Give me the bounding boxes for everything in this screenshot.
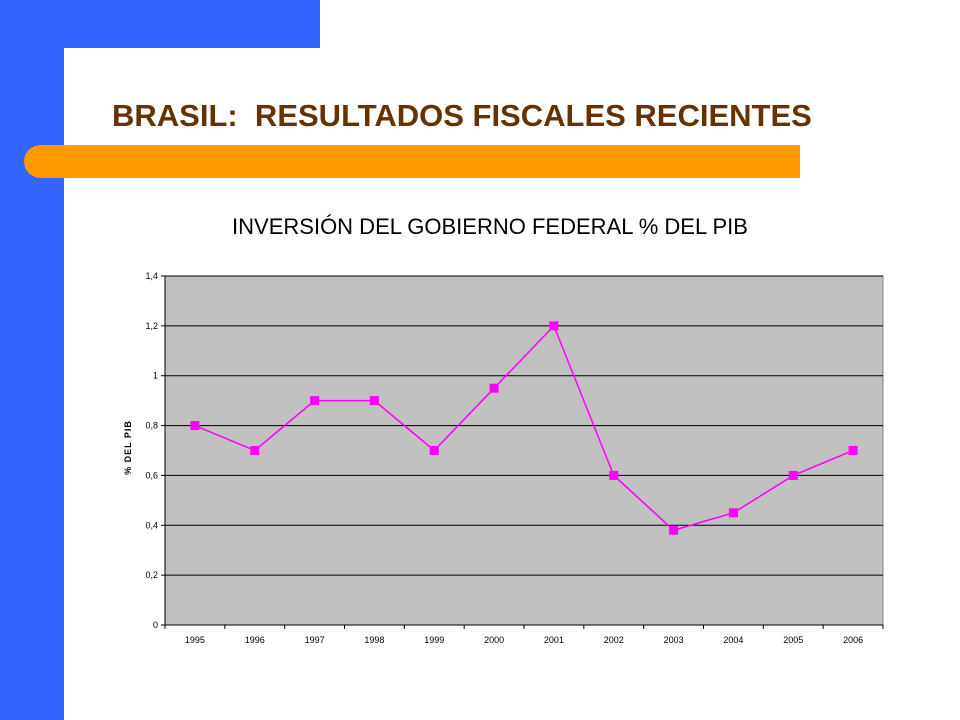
x-axis: 1995 1996 1997 1998 1999 2000 2001 2002 2003 2004… xyxy=(164,624,884,645)
left-accent-bar xyxy=(0,0,64,720)
x-tick-label: 2002 xyxy=(604,635,624,645)
title-underline-bar xyxy=(24,145,800,178)
y-axis: 0 0,2 0,4 0,6 0,8 1 1,2 1,4 xyxy=(145,271,166,630)
data-point xyxy=(190,421,200,431)
data-point xyxy=(549,321,559,331)
y-tick-label: 0,8 xyxy=(145,421,158,431)
series-group xyxy=(190,321,858,535)
top-accent-bar xyxy=(0,0,320,48)
data-point xyxy=(728,508,738,518)
data-point xyxy=(369,396,379,406)
data-point xyxy=(429,446,439,455)
y-tick-label: 1 xyxy=(153,371,158,381)
data-point xyxy=(669,525,679,535)
x-tick-label: 2001 xyxy=(544,635,564,645)
x-tick-label: 1995 xyxy=(185,635,205,645)
data-point xyxy=(310,396,320,406)
data-point xyxy=(250,446,260,455)
x-tick-label: 1999 xyxy=(424,635,444,645)
y-tick-label: 1,4 xyxy=(145,271,158,281)
plot-area xyxy=(164,275,884,626)
data-point xyxy=(489,383,499,393)
x-tick-label: 2006 xyxy=(843,635,863,645)
slide-title: BRASIL: RESULTADOS FISCALES RECIENTES xyxy=(112,98,812,133)
y-tick-label: 0,6 xyxy=(145,470,158,480)
y-axis-label: % DEL PIB xyxy=(123,420,133,475)
x-tick-label: 2004 xyxy=(723,635,743,645)
y-tick-label: 1,2 xyxy=(145,321,158,331)
x-tick-label: 1996 xyxy=(245,635,265,645)
x-tick-label: 2000 xyxy=(484,635,504,645)
chart-title: INVERSIÓN DEL GOBIERNO FEDERAL % DEL PIB xyxy=(232,214,748,239)
x-tick-label: 1997 xyxy=(305,635,325,645)
series-line xyxy=(194,324,854,532)
data-point xyxy=(788,470,798,480)
data-point xyxy=(848,446,858,455)
x-tick-label: 1998 xyxy=(364,635,384,645)
data-point xyxy=(609,470,619,480)
x-tick-label: 2003 xyxy=(664,635,684,645)
y-tick-label: 0,2 xyxy=(145,570,158,580)
y-tick-label: 0 xyxy=(153,620,158,630)
y-tick-label: 0,4 xyxy=(145,520,158,530)
x-tick-label: 2005 xyxy=(783,635,803,645)
